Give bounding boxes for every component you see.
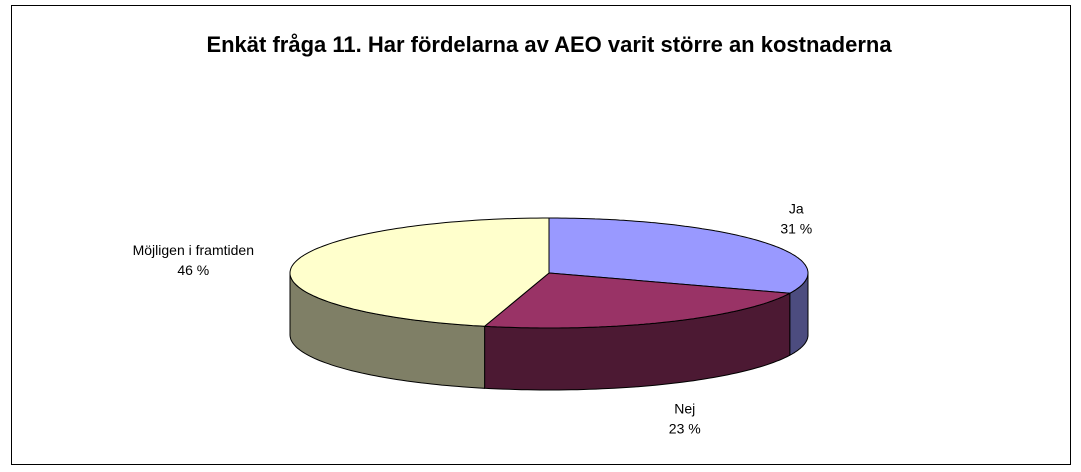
slice: [289, 217, 550, 327]
slice: [483, 272, 792, 329]
slice-label: Ja: [789, 200, 804, 216]
slice: [548, 217, 809, 294]
chart-frame: [11, 5, 1071, 465]
slice-value-label: 23 %: [669, 420, 701, 436]
slice-label: Möjligen i framtiden: [133, 242, 254, 258]
chart-title: Enkät fråga 11. Har fördelarna av AEO va…: [206, 32, 892, 57]
slice-value-label: 46 %: [177, 262, 209, 278]
slice-value-label: 31 %: [780, 220, 812, 236]
slice-label: Nej: [674, 400, 695, 416]
